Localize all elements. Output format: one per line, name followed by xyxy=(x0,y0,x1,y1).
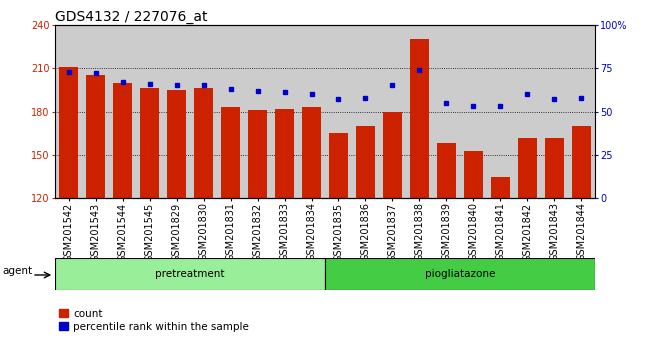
Bar xyxy=(329,133,348,198)
Bar xyxy=(541,25,568,198)
Bar xyxy=(194,88,213,198)
Bar xyxy=(190,25,217,198)
Bar xyxy=(302,107,321,198)
Bar xyxy=(406,25,433,198)
Bar xyxy=(59,67,78,198)
Text: piogliatazone: piogliatazone xyxy=(424,269,495,279)
Bar xyxy=(460,25,487,198)
Bar xyxy=(113,82,132,198)
Bar xyxy=(356,126,375,198)
Bar xyxy=(244,25,271,198)
Bar xyxy=(352,25,379,198)
Bar xyxy=(221,107,240,198)
Bar xyxy=(491,177,510,198)
Bar xyxy=(433,25,460,198)
Bar xyxy=(325,258,595,290)
Legend: count, percentile rank within the sample: count, percentile rank within the sample xyxy=(55,304,253,336)
Text: agent: agent xyxy=(3,266,33,276)
Bar xyxy=(568,25,595,198)
Bar xyxy=(217,25,244,198)
Bar xyxy=(487,25,514,198)
Bar xyxy=(248,110,267,198)
Bar xyxy=(437,143,456,198)
Bar xyxy=(518,137,537,198)
Bar xyxy=(82,25,109,198)
Bar xyxy=(86,75,105,198)
Bar xyxy=(298,25,325,198)
Bar xyxy=(136,25,163,198)
Bar xyxy=(109,25,136,198)
Bar xyxy=(410,39,429,198)
Text: GDS4132 / 227076_at: GDS4132 / 227076_at xyxy=(55,10,208,24)
Bar xyxy=(167,90,186,198)
Bar xyxy=(514,25,541,198)
Bar xyxy=(383,112,402,198)
Bar xyxy=(140,88,159,198)
Bar xyxy=(271,25,298,198)
Bar xyxy=(464,150,483,198)
Bar xyxy=(572,126,591,198)
Bar xyxy=(545,137,564,198)
Bar xyxy=(55,25,83,198)
Text: pretreatment: pretreatment xyxy=(155,269,225,279)
Bar xyxy=(275,109,294,198)
Bar xyxy=(325,25,352,198)
Bar xyxy=(55,258,325,290)
Bar xyxy=(379,25,406,198)
Bar xyxy=(163,25,190,198)
